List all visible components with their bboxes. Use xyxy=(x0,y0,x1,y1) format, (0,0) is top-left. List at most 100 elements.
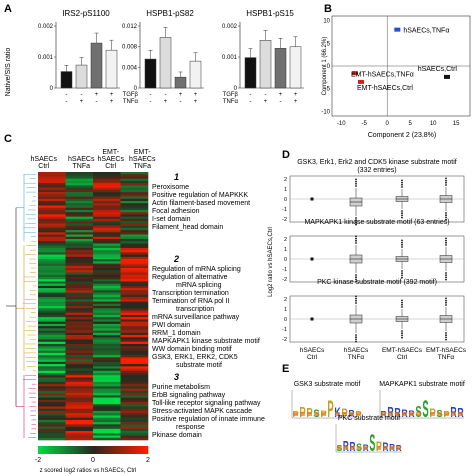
bar xyxy=(289,46,302,89)
heatmap-cell xyxy=(38,388,66,392)
panel-a-letter: A xyxy=(4,3,12,15)
heatmap-cell xyxy=(120,194,149,197)
panel-b-ylabel: Component 1 (66.2%) xyxy=(322,37,328,96)
heatmap-cell xyxy=(93,355,121,358)
heatmap-cell xyxy=(38,393,66,396)
heatmap-cell xyxy=(65,375,94,378)
heatmap-cell xyxy=(38,239,66,242)
heatmap-cell xyxy=(65,346,94,349)
heatmap-cell xyxy=(65,216,94,220)
heatmap-cell xyxy=(65,279,94,282)
heatmap-cell xyxy=(120,437,149,441)
tgf-sign: + xyxy=(294,92,298,98)
y-tick-label: 0 xyxy=(327,64,331,70)
heatmap-cell xyxy=(120,373,149,376)
y-tick-label: 0.002 xyxy=(222,24,238,30)
heatmap-cell xyxy=(38,346,66,349)
outlier xyxy=(445,272,447,274)
panel-d-letter: D xyxy=(282,149,290,161)
heatmap-cell xyxy=(120,270,149,273)
heatmap-cell xyxy=(120,424,149,427)
heatmap-cell xyxy=(38,241,66,244)
heatmap-cell xyxy=(38,243,66,246)
heatmap-cell xyxy=(38,176,66,179)
heatmap-cell xyxy=(120,413,149,416)
heatmap-cell xyxy=(93,281,121,284)
outlier xyxy=(355,178,357,181)
outlier xyxy=(401,270,403,272)
heatmap-cell xyxy=(120,410,149,414)
heatmap-cell xyxy=(65,221,94,224)
outlier xyxy=(355,180,357,183)
x-group-label: hSAECs xyxy=(300,347,325,354)
heatmap-cell xyxy=(38,203,66,206)
bar xyxy=(189,60,202,89)
logo-stack xyxy=(402,412,407,416)
y-tick-label: 1 xyxy=(284,247,287,253)
heatmap-cell xyxy=(120,359,149,363)
heatmap-cell xyxy=(120,341,149,345)
cluster-number: 3 xyxy=(174,372,179,382)
outlier xyxy=(355,299,357,302)
x-group-label: EMT-hSAECs xyxy=(382,347,423,354)
heatmap-cell xyxy=(65,306,94,309)
heatmap-cell xyxy=(120,321,149,325)
heatmap-cell xyxy=(38,337,66,340)
heatmap-cell xyxy=(38,437,66,441)
heatmap-cell xyxy=(120,265,149,269)
heatmap-cell xyxy=(120,290,149,293)
column-header: Ctrl xyxy=(105,163,116,170)
bar xyxy=(60,71,73,89)
heatmap-cell xyxy=(93,243,121,246)
heatmap-cell xyxy=(65,201,94,204)
heatmap-cell xyxy=(93,373,121,376)
heatmap-cell xyxy=(93,312,121,316)
heatmap-cell xyxy=(38,272,66,276)
heatmap-cell xyxy=(65,357,94,360)
heatmap-cell xyxy=(65,180,94,184)
colorbar-step xyxy=(84,446,88,454)
colorbar-step xyxy=(128,446,132,454)
heatmap-cell xyxy=(38,422,66,425)
heatmap-cell xyxy=(93,192,121,195)
heatmap-cell xyxy=(38,185,66,188)
heatmap-cell xyxy=(38,402,66,405)
heatmap-cell xyxy=(65,196,94,200)
heatmap-cell xyxy=(120,419,149,423)
bar xyxy=(259,40,272,89)
outlier xyxy=(355,334,357,336)
heatmap-cell xyxy=(93,386,121,389)
tnf-sign: - xyxy=(280,99,282,105)
outlier xyxy=(445,276,447,279)
heatmap-cell xyxy=(65,214,94,217)
enrichment-term: Positive regulation of MAPKKK xyxy=(152,192,248,199)
heatmap-cell xyxy=(38,263,66,267)
heatmap-cell xyxy=(93,256,121,260)
x-group-label: Ctrl xyxy=(307,354,318,361)
heatmap-cell xyxy=(120,259,149,262)
heatmap-cell xyxy=(93,364,121,367)
heatmap-cell xyxy=(65,270,94,273)
heatmap-cell xyxy=(38,317,66,320)
colorbar-step xyxy=(60,446,64,454)
heatmap-cell xyxy=(65,368,94,372)
heatmap-cell xyxy=(38,390,66,394)
outlier xyxy=(445,237,447,240)
heatmap-cell xyxy=(93,406,121,410)
heatmap-cell xyxy=(65,189,94,193)
bar xyxy=(90,42,103,89)
heatmap-cell xyxy=(38,192,66,195)
heatmap-cell xyxy=(120,174,149,177)
outlier xyxy=(401,179,403,182)
heatmap-cell xyxy=(93,187,121,191)
heatmap-cell xyxy=(65,281,94,284)
logo-letter: S xyxy=(422,396,428,423)
logo-stack xyxy=(416,412,421,416)
heatmap-cell xyxy=(65,272,94,276)
colorbar-step xyxy=(49,446,53,454)
outlier xyxy=(445,216,447,219)
heatmap-cell xyxy=(93,265,121,269)
heatmap-cell xyxy=(93,381,121,385)
heatmap-cell xyxy=(120,221,149,224)
heatmap-cell xyxy=(93,379,121,383)
